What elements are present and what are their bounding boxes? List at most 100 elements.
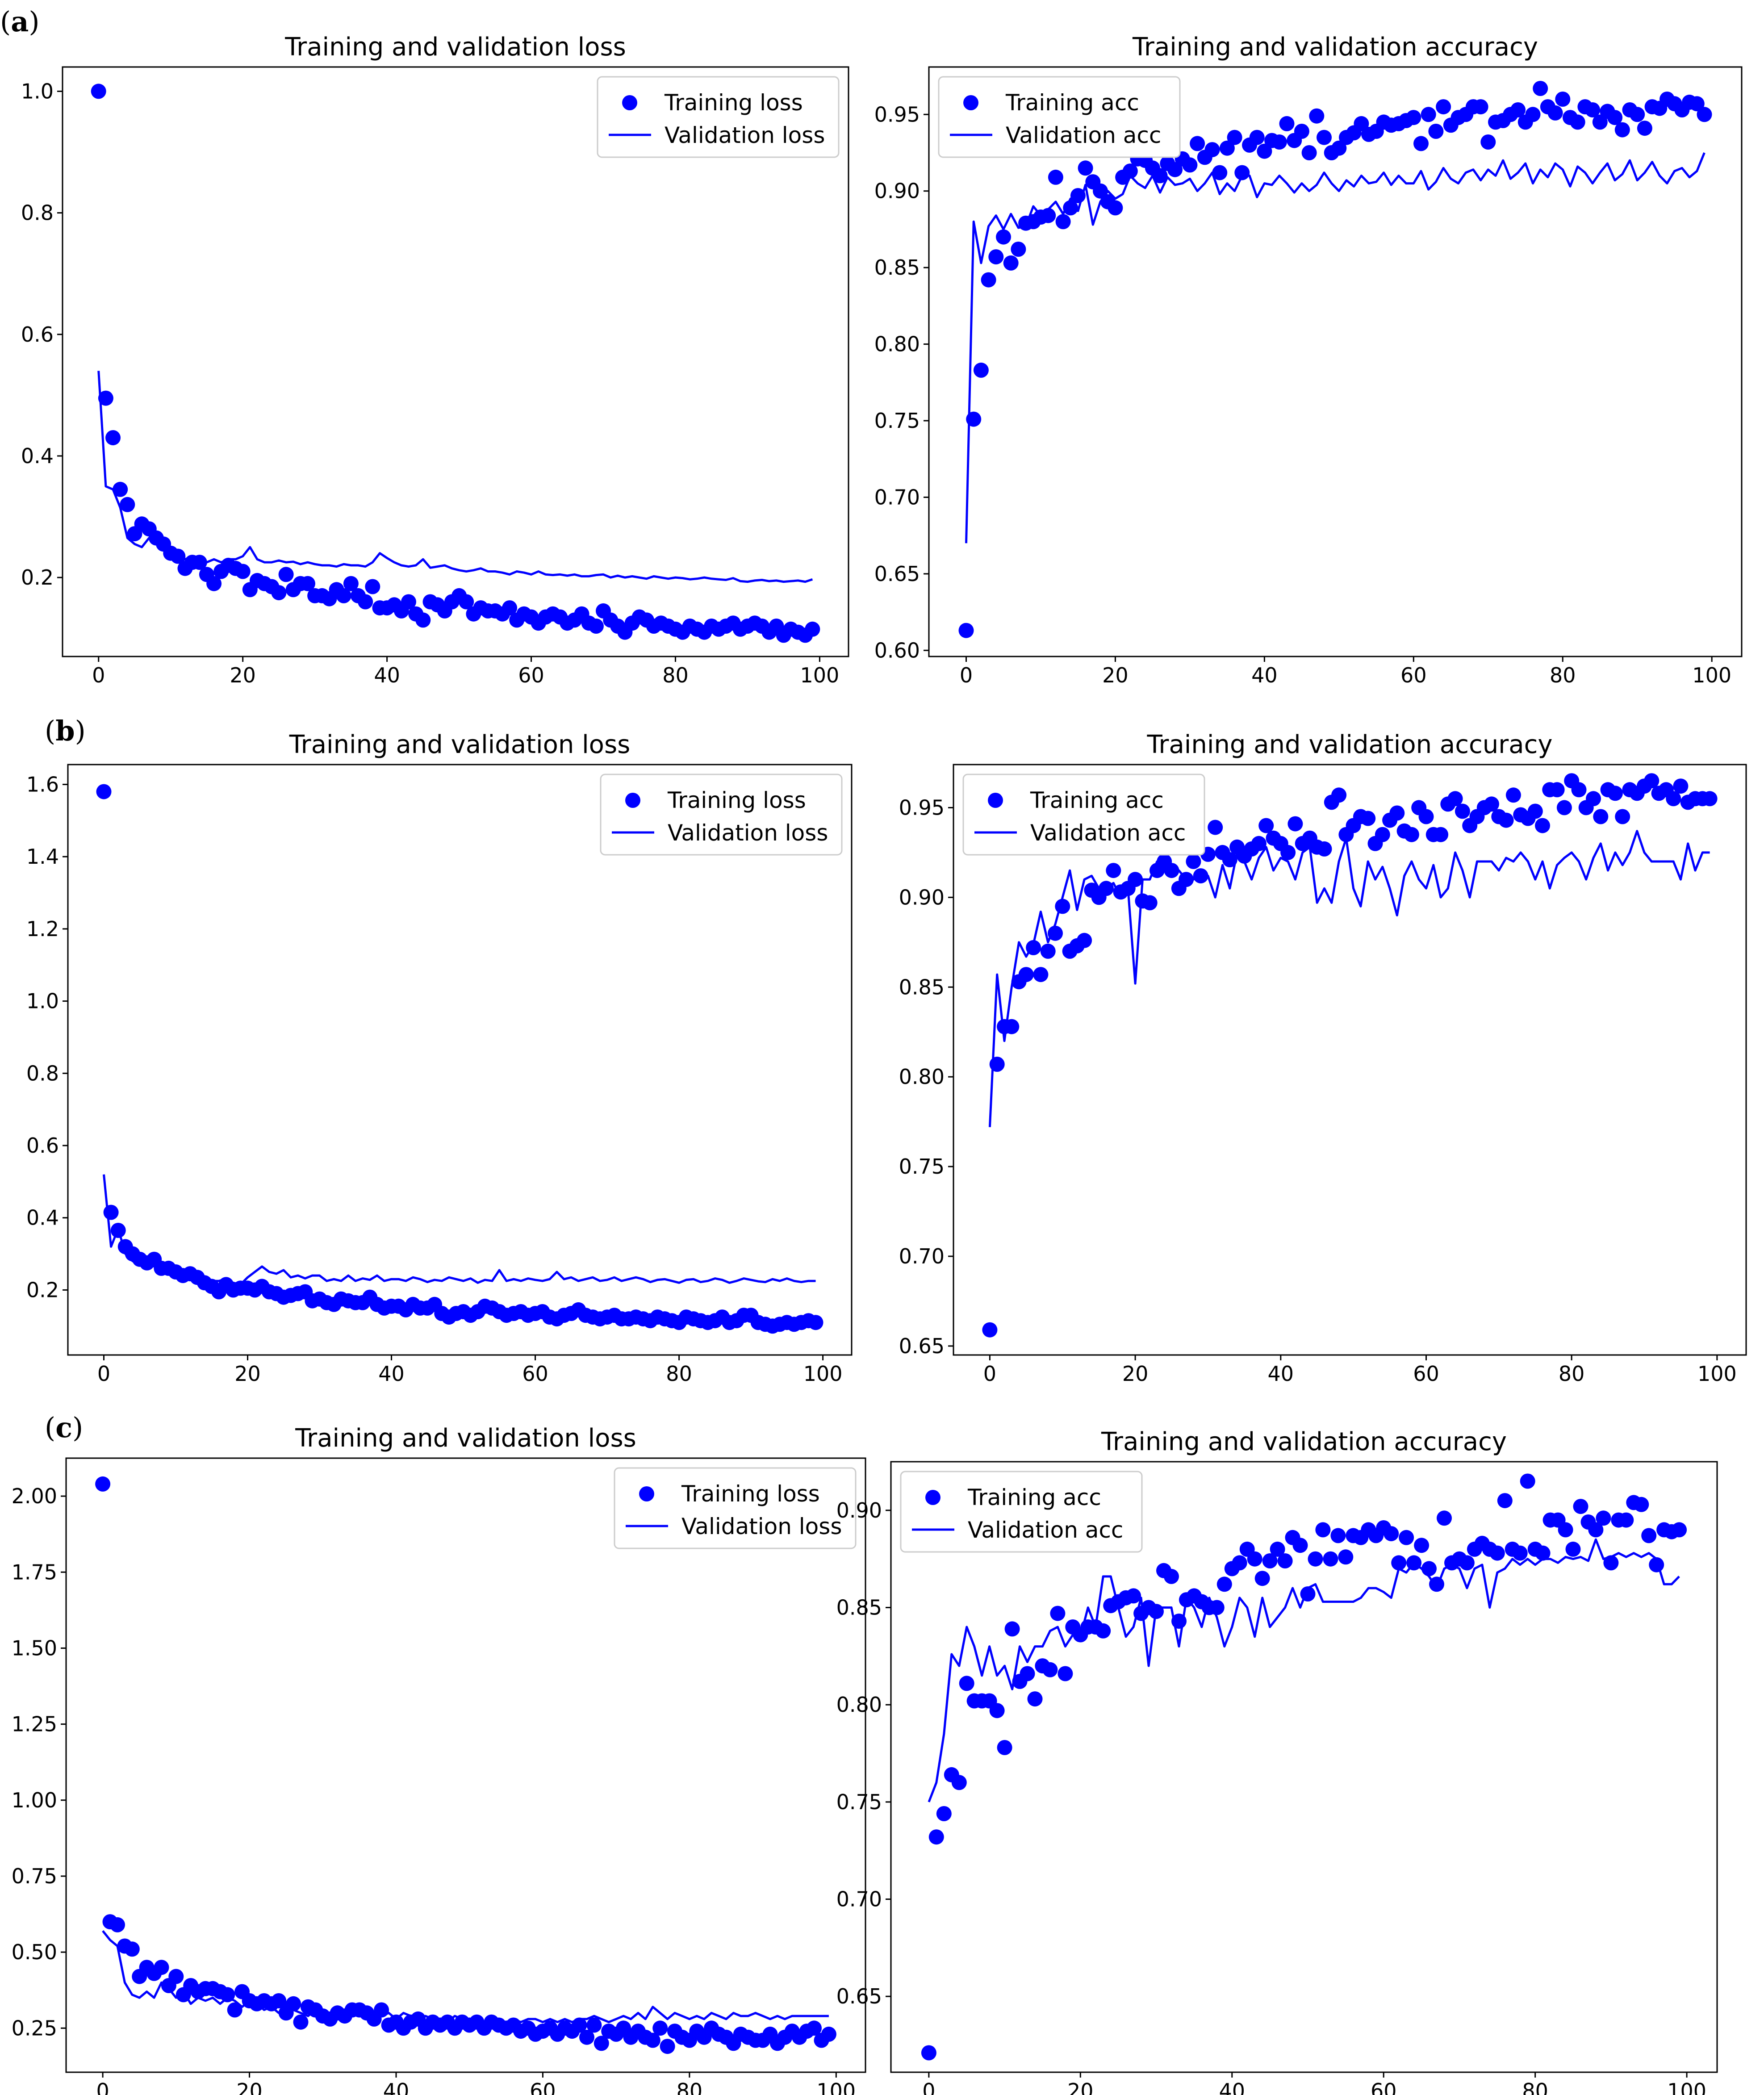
plot-frame [67, 764, 853, 1356]
validation-line [988, 830, 1710, 1127]
x-tick-label: 40 [1219, 2079, 1245, 2095]
training-point [1634, 1497, 1649, 1512]
panel-label-b: (b) [45, 715, 86, 747]
training-point [1330, 1528, 1346, 1543]
training-point [1413, 136, 1429, 151]
training-point [1271, 134, 1287, 150]
training-point [1615, 809, 1630, 824]
y-tick-label: 0.85 [899, 975, 945, 999]
legend-label-validation: Validation acc [968, 1517, 1123, 1543]
training-point [808, 1315, 823, 1330]
training-point [1040, 943, 1056, 959]
y-tick-label: 0.95 [874, 102, 920, 126]
x-tick-label: 40 [1268, 1362, 1294, 1386]
training-point [1558, 1522, 1573, 1538]
training-point [227, 2002, 242, 2018]
y-tick-label: 1.50 [12, 1636, 57, 1660]
training-point [1547, 105, 1563, 121]
training-points [958, 81, 1712, 638]
x-tick-label: 80 [677, 2079, 703, 2095]
legend-label-training: Training loss [664, 90, 803, 116]
training-point [1360, 811, 1376, 826]
training-point [1520, 1473, 1535, 1489]
training-point [1489, 1545, 1505, 1561]
training-point [1126, 1588, 1141, 1604]
plot-frame [890, 1461, 1718, 2073]
y-tick-label: 0.75 [874, 409, 920, 433]
y-tick-label: 0.85 [836, 1596, 882, 1620]
training-point [271, 1993, 287, 2008]
training-point [594, 2036, 609, 2051]
training-point [1666, 791, 1681, 807]
training-point [1317, 130, 1332, 145]
training-point [1167, 162, 1183, 177]
y-tick-label: 0.4 [26, 1206, 59, 1230]
chart-a-1: Training and validation accuracy 0 20 40 60 8… [874, 33, 1743, 687]
training-point [997, 1740, 1012, 1755]
training-point [807, 2020, 822, 2036]
legend-box [600, 774, 843, 856]
plot-frame [928, 66, 1743, 657]
legend-label-validation: Validation loss [668, 820, 828, 846]
training-point [1048, 169, 1063, 185]
x-tick-label: 100 [1667, 2079, 1706, 2095]
training-point [1641, 1528, 1657, 1543]
training-point [1292, 1538, 1308, 1553]
x-tick-label: 40 [383, 2079, 410, 2095]
training-point [1331, 140, 1347, 156]
legend-marker-dot [925, 1490, 941, 1505]
training-point [1406, 110, 1421, 125]
training-point [1607, 110, 1623, 125]
training-point [645, 2032, 660, 2048]
training-point [1447, 791, 1463, 807]
training-point [1573, 1499, 1588, 1514]
training-point [1510, 102, 1526, 117]
y-tick-label: 0.80 [874, 332, 920, 356]
panel-label-c: (c) [45, 1411, 83, 1444]
y-tick-label: 0.6 [26, 1133, 59, 1158]
training-point [1182, 157, 1198, 173]
training-point [588, 619, 604, 634]
legend-box [962, 774, 1205, 856]
x-tick-label: 60 [522, 1362, 548, 1386]
y-tick-label: 1.0 [26, 989, 59, 1013]
training-point [124, 1941, 140, 1957]
chart-title: Training and validation accuracy [1132, 33, 1538, 62]
x-tick-label: 0 [960, 663, 973, 687]
training-point [1108, 200, 1123, 216]
training-point [652, 2020, 668, 2036]
training-point [973, 362, 989, 378]
training-point [1251, 836, 1267, 851]
training-point [958, 623, 974, 638]
training-point [1672, 1522, 1687, 1538]
x-tick-label: 40 [374, 663, 400, 687]
training-point [1391, 1555, 1407, 1571]
training-point [1212, 165, 1228, 180]
y-tick-label: 0.80 [899, 1065, 945, 1089]
x-tick-label: 0 [97, 1362, 110, 1386]
training-points [982, 773, 1718, 1338]
training-point [1294, 124, 1309, 139]
y-tick-label: 0.90 [899, 885, 945, 909]
training-point [1505, 787, 1521, 803]
training-point [1375, 827, 1390, 842]
x-tick-label: 0 [96, 2079, 109, 2095]
x-tick-label: 0 [983, 1362, 996, 1386]
x-tick-label: 100 [1692, 663, 1731, 687]
x-tick-label: 0 [92, 663, 105, 687]
legend-box [597, 76, 840, 158]
y-tick-label: 0.2 [26, 1278, 59, 1302]
training-point [91, 84, 106, 99]
training-point [103, 1204, 119, 1220]
training-point [98, 390, 113, 406]
training-point [1287, 816, 1303, 832]
training-point [1222, 852, 1237, 867]
plot-frame [65, 1457, 866, 2073]
training-point [1309, 108, 1325, 124]
training-point [206, 576, 222, 591]
training-point [989, 1703, 1005, 1719]
plot-frame [62, 66, 849, 657]
training-point [365, 579, 380, 594]
x-tick-label: 80 [666, 1362, 692, 1386]
training-point [1216, 1576, 1232, 1592]
